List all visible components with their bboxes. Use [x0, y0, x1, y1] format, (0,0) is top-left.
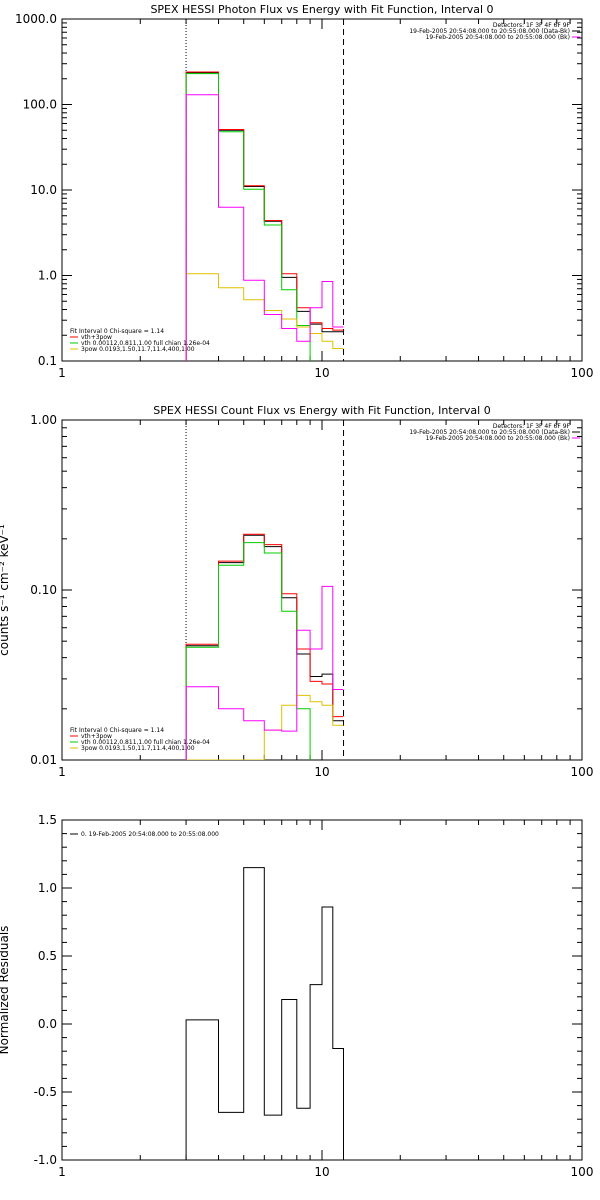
legend-label: Fit Interval 0 Chi-square = 1.14 [70, 328, 164, 335]
y-axis-label: Normalized Residuals [0, 926, 11, 1055]
y-tick-label: 100.0 [23, 98, 57, 112]
legend-label: vth+3pow [81, 733, 112, 740]
series-group [185, 867, 344, 1160]
y-tick-label: 0.5 [38, 949, 57, 963]
y-tick-label: 1.0 [38, 269, 57, 283]
chart-title: SPEX HESSI Count Flux vs Energy with Fit… [153, 404, 490, 417]
series-group [185, 71, 344, 361]
y-tick-label: 0.01 [30, 753, 57, 767]
legend-label: 0. 19-Feb-2005 20:54:08.000 to 20:55:08.… [81, 831, 219, 838]
x-tick-label: 10 [314, 765, 329, 779]
y-tick-label: -1.0 [34, 1153, 57, 1167]
info-line: 19-Feb-2005 20:54:08.000 to 20:55:08.000… [409, 429, 570, 436]
x-tick-label: 100 [571, 1165, 594, 1179]
info-line: 19-Feb-2005 20:54:08.000 to 20:55:08.000… [426, 34, 570, 41]
info-line: Detectors: 1F 3F 4F 6F 9F [493, 22, 571, 29]
series-line-1 [185, 867, 344, 1160]
x-tick-label: 10 [314, 366, 329, 380]
panel-3: Normalized Residuals 1 10 100 -1.0 -0.5 0.0 0.5… [0, 813, 593, 1179]
y-axis-label: counts s⁻¹ cm⁻² keV⁻¹ [0, 524, 11, 656]
panel-2: SPEX HESSI Count Flux vs Energy with Fit… [0, 404, 593, 779]
y-tick-label: 1.00 [30, 413, 57, 427]
x-tick-label: 1 [58, 1165, 66, 1179]
info-line: 19-Feb-2005 20:54:08.000 to 20:55:08.000… [426, 435, 570, 442]
legend-label: vth 0.00112,0.811,1.00 full chian 1.26e-… [81, 739, 210, 746]
legend-label: vth 0.00112,0.811,1.00 full chian 1.26e-… [81, 340, 210, 347]
series-group [185, 533, 344, 760]
panels: SPEX HESSI Photon Flux vs Energy with Fi… [0, 3, 593, 1179]
series-line-5 [185, 585, 344, 760]
info-line: Detectors: 1F 3F 4F 6F 9F [493, 423, 571, 430]
legend-label: 3pow 0.0193,1.50,11.7,11.4,400,1.00 [81, 346, 195, 353]
x-tick-label: 100 [571, 765, 594, 779]
y-tick-label: -0.5 [34, 1085, 57, 1099]
legend-label: Fit Interval 0 Chi-square = 1.14 [70, 727, 164, 734]
info-line: 19-Feb-2005 20:54:08.000 to 20:55:08.000… [409, 28, 570, 35]
panel-1: SPEX HESSI Photon Flux vs Energy with Fi… [15, 3, 593, 380]
x-tick-label: 1 [58, 366, 66, 380]
legend-label: vth+3pow [81, 334, 112, 341]
chart-title: SPEX HESSI Photon Flux vs Energy with Fi… [150, 3, 493, 16]
y-tick-label: 10.0 [30, 183, 57, 197]
y-tick-label: 0.0 [38, 1017, 57, 1031]
series-line-5 [185, 94, 344, 361]
y-tick-label: 0.1 [38, 354, 57, 368]
legend-label: 3pow 0.0193,1.50,11.7,11.4,400,1.00 [81, 745, 195, 752]
x-tick-label: 10 [314, 1165, 329, 1179]
y-tick-label: 1000.0 [15, 12, 57, 26]
x-tick-label: 100 [571, 366, 594, 380]
y-tick-label: 0.10 [30, 583, 57, 597]
y-tick-label: 1.0 [38, 881, 57, 895]
x-tick-label: 1 [58, 765, 66, 779]
y-tick-label: 1.5 [38, 813, 57, 827]
